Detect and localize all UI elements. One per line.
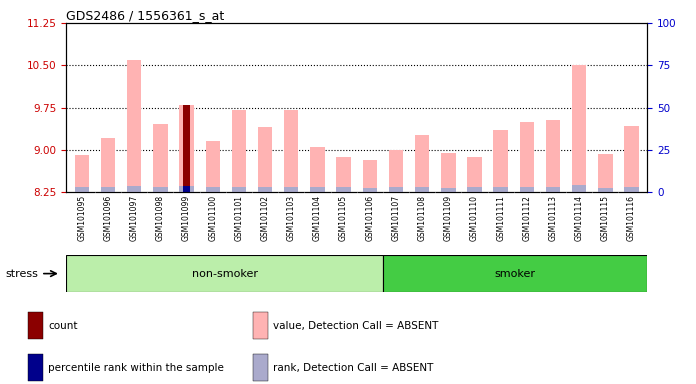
Bar <box>493 187 508 192</box>
Bar <box>520 187 534 192</box>
Text: GSM101106: GSM101106 <box>365 195 374 241</box>
Text: GSM101109: GSM101109 <box>444 195 453 241</box>
Bar <box>546 120 560 192</box>
Bar <box>310 187 324 192</box>
Bar <box>183 105 190 192</box>
Text: GSM101098: GSM101098 <box>156 195 165 241</box>
Bar <box>441 188 455 192</box>
Text: GSM101104: GSM101104 <box>313 195 322 241</box>
Bar <box>101 187 116 192</box>
Text: GSM101115: GSM101115 <box>601 195 610 241</box>
Bar <box>598 188 612 192</box>
Bar <box>598 154 612 192</box>
Bar <box>28 354 42 381</box>
Bar <box>363 160 377 192</box>
Text: GSM101103: GSM101103 <box>287 195 296 241</box>
Text: rank, Detection Call = ABSENT: rank, Detection Call = ABSENT <box>273 363 434 373</box>
Bar <box>284 187 299 192</box>
Bar <box>572 185 587 192</box>
Bar <box>310 147 324 192</box>
Bar <box>232 187 246 192</box>
Bar <box>153 187 168 192</box>
Text: GSM101102: GSM101102 <box>260 195 269 241</box>
Bar <box>101 139 116 192</box>
Text: value, Detection Call = ABSENT: value, Detection Call = ABSENT <box>273 321 438 331</box>
Bar <box>180 186 193 192</box>
Text: GSM101097: GSM101097 <box>129 195 139 242</box>
Text: non-smoker: non-smoker <box>191 268 258 279</box>
Bar <box>546 187 560 192</box>
Bar <box>258 127 272 192</box>
Bar <box>389 150 403 192</box>
Text: GSM101099: GSM101099 <box>182 195 191 242</box>
Text: GSM101096: GSM101096 <box>104 195 113 242</box>
Bar <box>66 255 383 292</box>
Bar <box>467 157 482 192</box>
Text: GSM101116: GSM101116 <box>627 195 636 241</box>
Text: GSM101114: GSM101114 <box>575 195 584 241</box>
Text: count: count <box>48 321 77 331</box>
Bar <box>153 124 168 192</box>
Bar <box>383 255 647 292</box>
Bar <box>232 110 246 192</box>
Text: GSM101110: GSM101110 <box>470 195 479 241</box>
Text: GSM101095: GSM101095 <box>77 195 86 242</box>
Bar <box>493 130 508 192</box>
Bar <box>253 354 268 381</box>
Text: GSM101101: GSM101101 <box>235 195 244 241</box>
Bar <box>624 187 639 192</box>
Text: GSM101105: GSM101105 <box>339 195 348 241</box>
Bar <box>389 187 403 192</box>
Text: GSM101113: GSM101113 <box>548 195 557 241</box>
Bar <box>572 65 587 192</box>
Bar <box>28 312 42 339</box>
Bar <box>127 60 141 192</box>
Text: GSM101100: GSM101100 <box>208 195 217 241</box>
Bar <box>415 187 429 192</box>
Text: percentile rank within the sample: percentile rank within the sample <box>48 363 224 373</box>
Bar <box>336 157 351 192</box>
Bar <box>180 105 193 192</box>
Text: GSM101112: GSM101112 <box>523 195 531 241</box>
Bar <box>284 110 299 192</box>
Text: GSM101111: GSM101111 <box>496 195 505 241</box>
Bar <box>441 152 455 192</box>
Bar <box>624 126 639 192</box>
Bar <box>205 187 220 192</box>
Bar <box>127 186 141 192</box>
Bar <box>74 187 89 192</box>
Bar <box>520 122 534 192</box>
Bar <box>183 186 190 192</box>
Text: smoker: smoker <box>495 268 536 279</box>
Bar <box>415 134 429 192</box>
Bar <box>74 156 89 192</box>
Bar <box>258 187 272 192</box>
Bar <box>253 312 268 339</box>
Bar <box>467 187 482 192</box>
Bar <box>363 188 377 192</box>
Text: stress: stress <box>6 268 38 279</box>
Text: GSM101107: GSM101107 <box>391 195 400 241</box>
Text: GDS2486 / 1556361_s_at: GDS2486 / 1556361_s_at <box>66 9 224 22</box>
Bar <box>336 187 351 192</box>
Text: GSM101108: GSM101108 <box>418 195 427 241</box>
Bar <box>205 141 220 192</box>
